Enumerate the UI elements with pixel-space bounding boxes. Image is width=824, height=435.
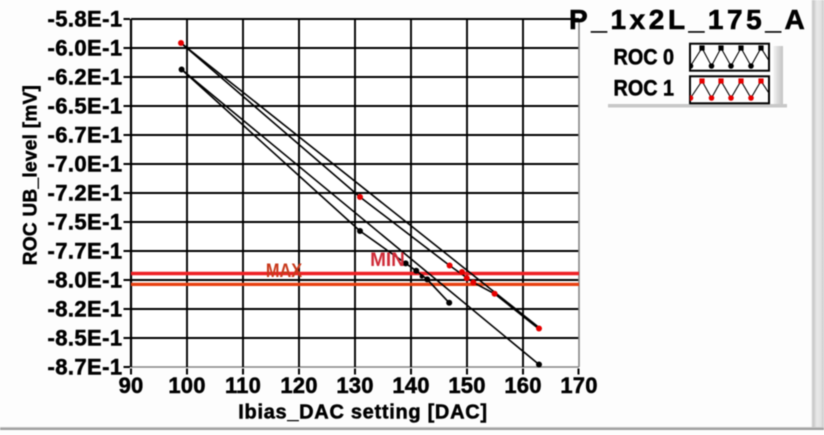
svg-text:ROC 1: ROC 1	[614, 77, 675, 101]
svg-text:150: 150	[448, 373, 485, 398]
svg-text:-7.0E-1: -7.0E-1	[48, 152, 123, 177]
svg-text:-6.5E-1: -6.5E-1	[48, 94, 123, 119]
svg-text:110: 110	[225, 373, 261, 398]
svg-text:-7.7E-1: -7.7E-1	[48, 239, 123, 264]
svg-text:MAX: MAX	[266, 260, 302, 281]
svg-text:-8.0E-1: -8.0E-1	[48, 268, 123, 293]
svg-text:120: 120	[280, 373, 317, 398]
svg-text:-7.2E-1: -7.2E-1	[48, 181, 123, 206]
svg-text:170: 170	[560, 373, 597, 398]
svg-text:ROC 0: ROC 0	[614, 46, 674, 70]
svg-text:100: 100	[168, 373, 205, 398]
svg-text:130: 130	[336, 373, 373, 398]
svg-text:-7.5E-1: -7.5E-1	[48, 210, 123, 235]
svg-text:-8.7E-1: -8.7E-1	[48, 355, 123, 380]
svg-text:MIN: MIN	[370, 250, 405, 271]
svg-text:P_1x2L_175_A: P_1x2L_175_A	[569, 4, 808, 35]
svg-text:-5.8E-1: -5.8E-1	[48, 7, 123, 32]
svg-text:-6.2E-1: -6.2E-1	[48, 65, 123, 90]
svg-text:90: 90	[119, 373, 144, 398]
svg-text:ROC UB_level [mV]: ROC UB_level [mV]	[21, 85, 42, 265]
svg-text:-8.5E-1: -8.5E-1	[48, 326, 123, 351]
svg-text:-8.2E-1: -8.2E-1	[48, 297, 123, 322]
svg-text:140: 140	[392, 373, 429, 398]
svg-text:-6.0E-1: -6.0E-1	[48, 36, 123, 61]
svg-text:Ibias_DAC setting [DAC]: Ibias_DAC setting [DAC]	[238, 402, 487, 424]
svg-text:160: 160	[504, 373, 541, 398]
svg-text:-6.7E-1: -6.7E-1	[48, 123, 123, 148]
